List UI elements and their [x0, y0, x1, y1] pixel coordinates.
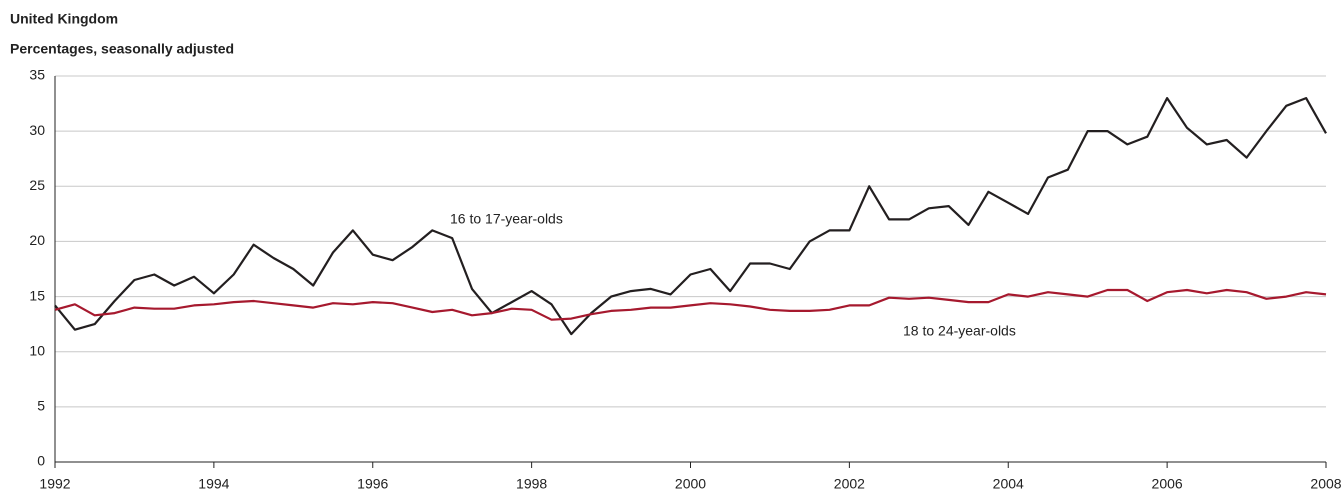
- chart-subtitle: Percentages, seasonally adjusted: [10, 41, 234, 57]
- x-tick-label: 2006: [1152, 476, 1183, 492]
- y-tick-label: 20: [29, 232, 45, 248]
- x-tick-label: 2004: [993, 476, 1024, 492]
- y-tick-label: 5: [37, 398, 45, 414]
- x-tick-label: 2000: [675, 476, 706, 492]
- series-line: [54, 97, 1327, 336]
- x-tick-label: 1994: [198, 476, 229, 492]
- x-tick-label: 2002: [834, 476, 865, 492]
- y-tick-label: 30: [29, 122, 45, 138]
- y-tick-label: 10: [29, 342, 45, 358]
- annotation: 18 to 24-year-olds: [903, 323, 1016, 339]
- chart-title: United Kingdom: [10, 11, 118, 27]
- y-tick-label: 35: [29, 67, 45, 83]
- y-tick-label: 15: [29, 287, 45, 303]
- y-tick-label: 0: [37, 453, 45, 469]
- x-tick-label: 2008: [1310, 476, 1341, 492]
- x-tick-label: 1998: [516, 476, 547, 492]
- x-tick-label: 1992: [39, 476, 70, 492]
- annotation: 16 to 17-year-olds: [450, 211, 563, 227]
- y-tick-label: 25: [29, 177, 45, 193]
- series-line: [54, 288, 1327, 321]
- x-tick-label: 1996: [357, 476, 388, 492]
